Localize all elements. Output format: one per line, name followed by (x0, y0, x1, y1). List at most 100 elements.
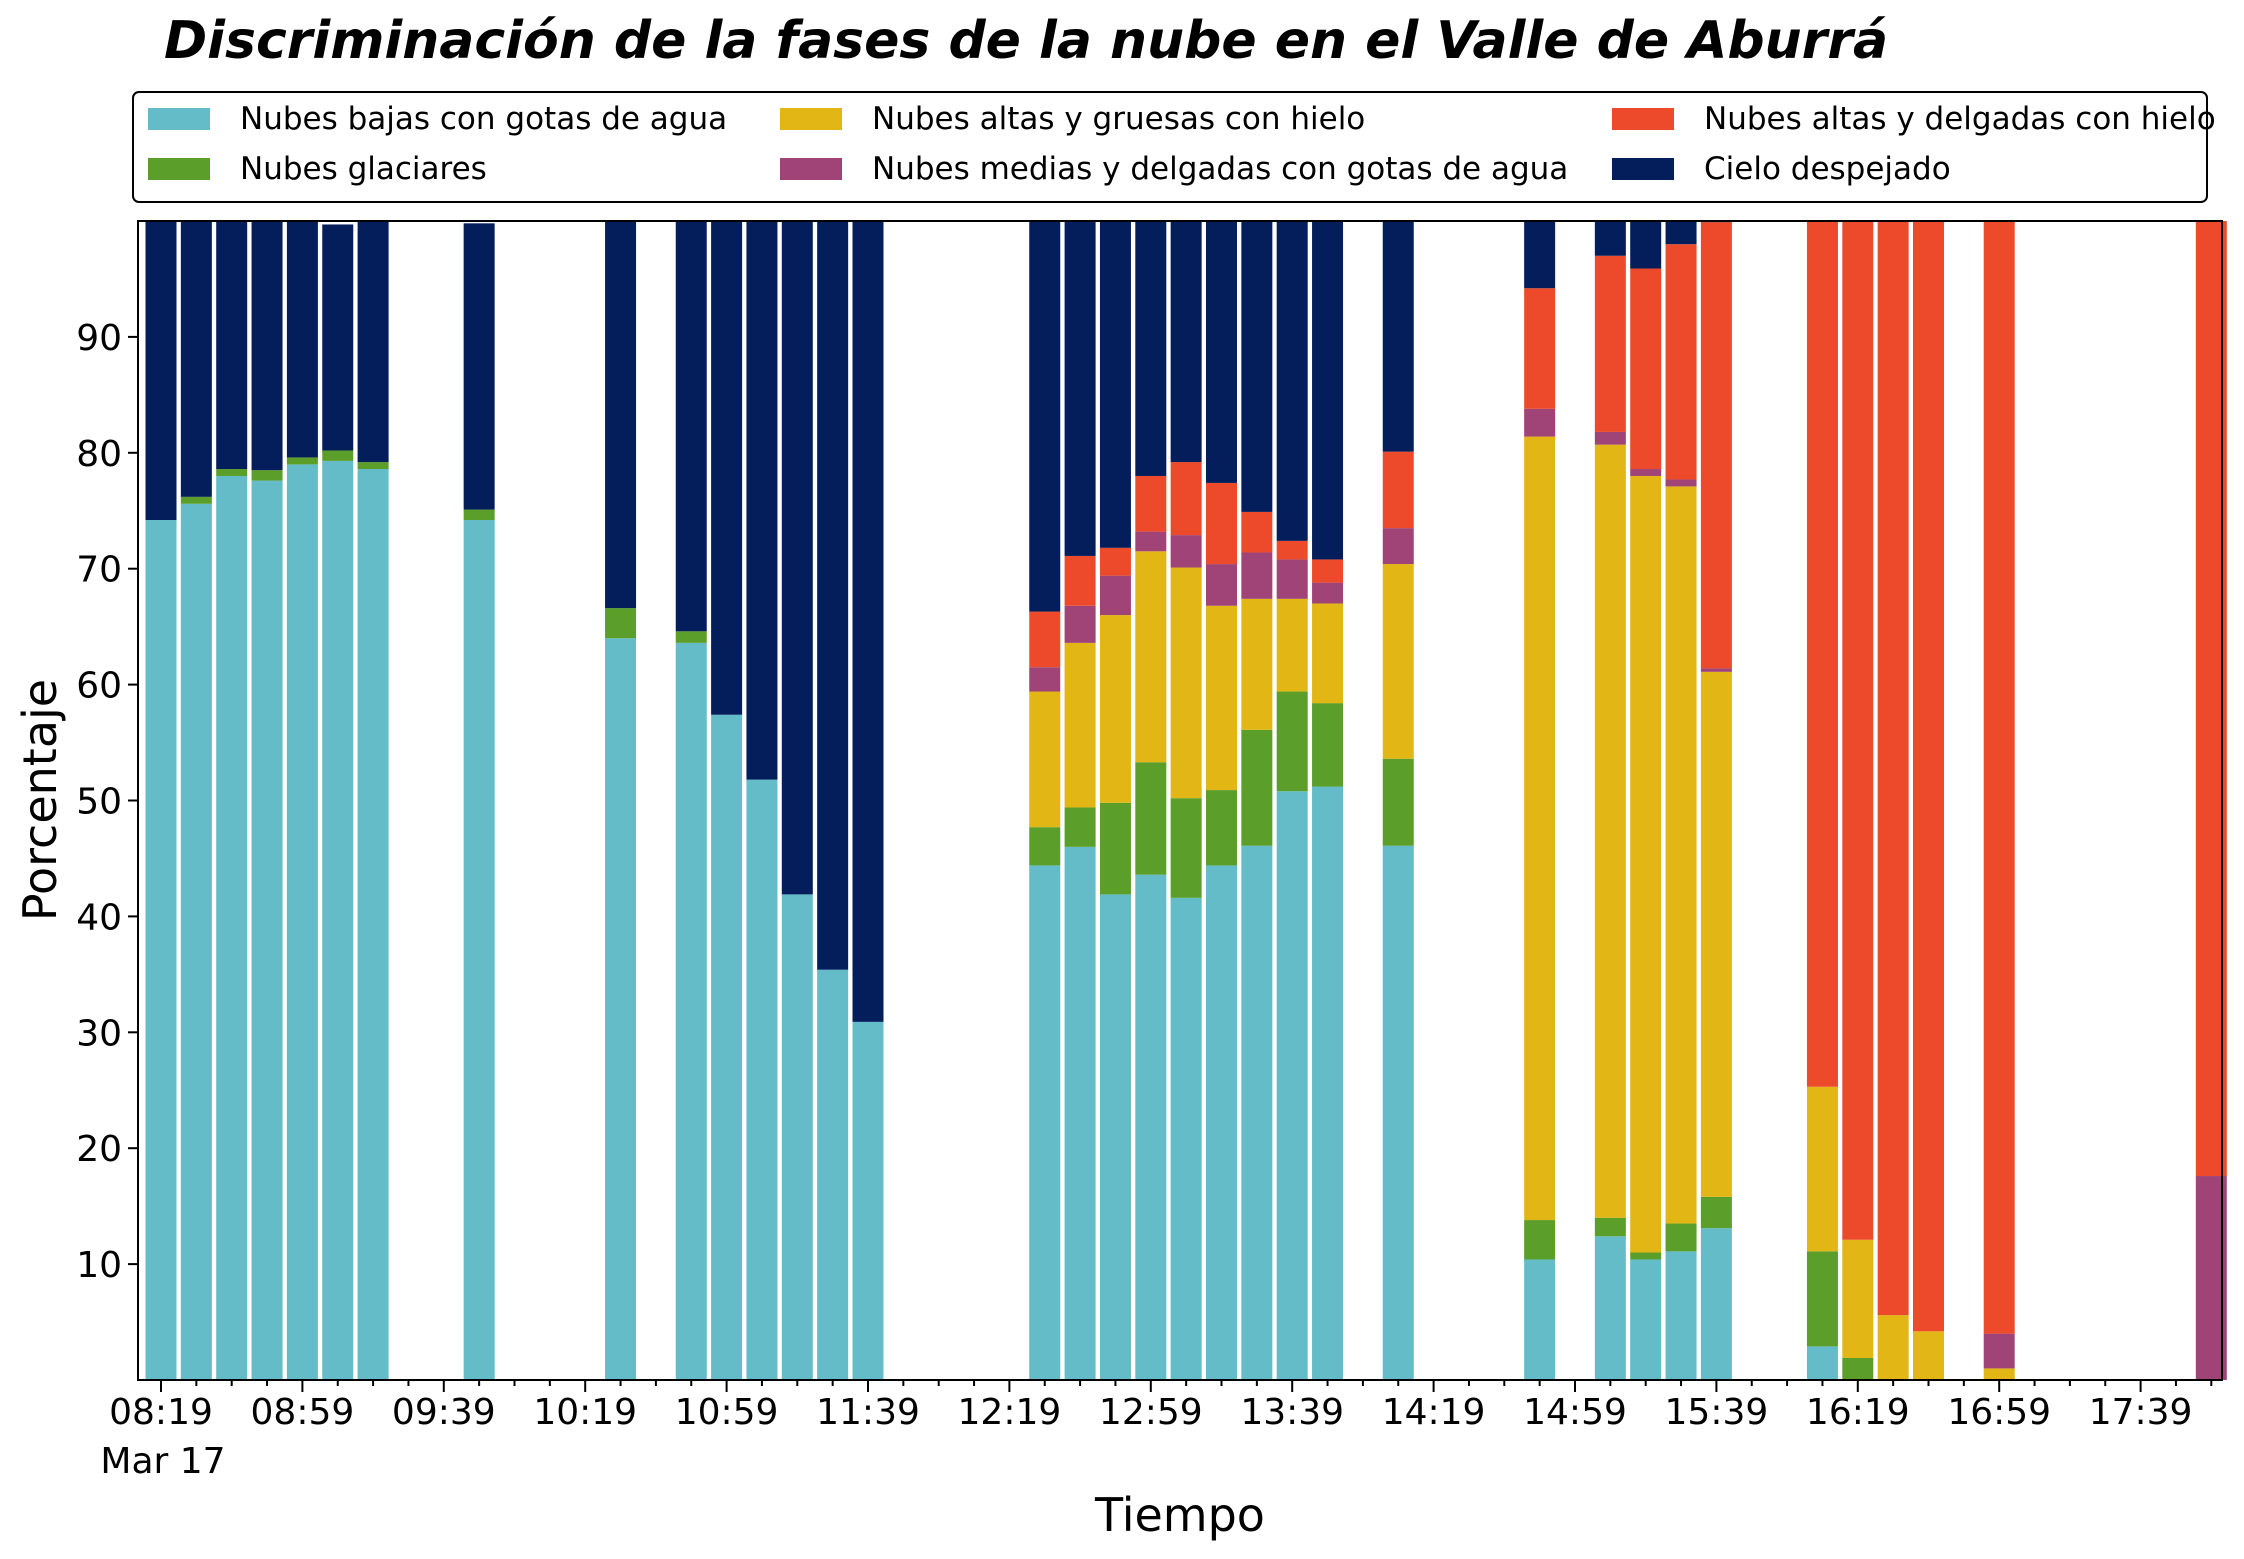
bar-segment (1276, 791, 1308, 1380)
bar-segment (1064, 807, 1096, 847)
bar-segment (1029, 827, 1061, 866)
legend-item: Nubes medias y delgadas con gotas de agu… (780, 151, 1568, 187)
bar-segment (605, 608, 637, 639)
x-axis: 08:19 08:59 09:39 10:19 10:59 11:39 12:19 12:59… (109, 1380, 2213, 1433)
bar-segment (605, 638, 637, 1380)
y-tick-label: 60 (76, 666, 122, 707)
x-tick-label: 08:19 (109, 1392, 213, 1433)
bar-segment (1241, 511, 1273, 553)
y-tick-label: 80 (76, 434, 122, 475)
bar-segment (1312, 582, 1344, 604)
legend-swatch (148, 158, 210, 180)
bar-segment (1029, 611, 1061, 668)
bar-segment (852, 1021, 884, 1380)
bar-segment (251, 221, 283, 471)
bar-segment (1524, 288, 1556, 409)
bar-segment (1524, 436, 1556, 1221)
bar-segment (1382, 221, 1414, 452)
bar-segment (1382, 451, 1414, 529)
bar-segment (1382, 564, 1414, 759)
bar-segment (1241, 598, 1273, 730)
bar-segment (216, 469, 248, 476)
bar-segment (1700, 1228, 1732, 1380)
x-tick-label: 16:19 (1806, 1392, 1910, 1433)
bar-segment (322, 224, 354, 451)
y-tick-label: 20 (76, 1129, 122, 1170)
y-axis-label: Porcentaje (13, 679, 67, 921)
legend: Nubes bajas con gotas de agua Nubes glaci… (132, 91, 2216, 203)
x-tick-label: 14:19 (1382, 1392, 1486, 1433)
plot-area: 10 20 30 40 50 60 70 80 90 08:19 08:59 09:39 10:19 1… (76, 220, 2227, 1433)
bar-segment (1806, 1086, 1838, 1252)
bar-segment (1135, 221, 1167, 476)
bar-segment (1099, 802, 1131, 895)
bar-segment (1312, 703, 1344, 787)
bar-segment (1170, 897, 1202, 1380)
bar-segment (852, 221, 884, 1022)
x-tick-label: 17:39 (2089, 1392, 2193, 1433)
bar-segment (286, 457, 318, 465)
bar-segment (781, 894, 813, 1380)
bar-segment (746, 221, 778, 780)
bar-segment (1064, 221, 1096, 556)
legend-swatch (780, 108, 842, 130)
bar-segment (463, 223, 495, 510)
bar-segment (1170, 535, 1202, 568)
bar-segment (1594, 1217, 1626, 1237)
x-tick-label: 08:59 (251, 1392, 355, 1433)
bar-segment (1312, 221, 1344, 560)
legend-swatch (780, 158, 842, 180)
bar-segment (1700, 671, 1732, 1197)
bar-segment (286, 221, 318, 458)
bar-segment (1665, 221, 1697, 245)
bar-segment (322, 450, 354, 461)
bar-segment (357, 462, 389, 470)
bar-segment (286, 464, 318, 1380)
bar-segment (1206, 865, 1237, 1380)
bar-segment (1170, 462, 1202, 536)
bar-segment (1630, 1259, 1662, 1380)
bar-segment (1700, 222, 1732, 669)
bar-segment (1029, 221, 1061, 612)
bar-segment (145, 221, 177, 521)
bar-segment (1842, 1357, 1874, 1380)
bar-segment (145, 520, 177, 1380)
bar-segment (817, 969, 849, 1380)
bar-segment (1665, 244, 1697, 480)
bar-segment (1524, 221, 1556, 289)
bar-segment (1842, 221, 1874, 1240)
bar-segment (1806, 1346, 1838, 1380)
bar-segment (1206, 221, 1237, 483)
bar-segment (322, 460, 354, 1380)
bar-segment (1135, 551, 1167, 763)
bar-segment (1099, 575, 1131, 616)
bar-segment (1630, 469, 1662, 476)
y-tick-label: 10 (76, 1245, 122, 1286)
bar-segment (1877, 1315, 1909, 1380)
x-date-label: Mar 17 (100, 1441, 225, 1482)
bar-segment (1594, 1236, 1626, 1380)
bar-segment (251, 470, 283, 481)
legend-item: Nubes glaciares (148, 151, 487, 187)
bar-segment (1382, 528, 1414, 565)
bar-segment (1382, 845, 1414, 1380)
bar-segment (711, 714, 743, 1380)
bar-segment (1241, 552, 1273, 599)
bar-segment (1099, 547, 1131, 576)
bar-segment (1842, 1239, 1874, 1358)
bar-segment (1665, 1223, 1697, 1252)
y-axis: 10 20 30 40 50 60 70 80 90 (76, 318, 138, 1286)
bar-segment (463, 509, 495, 521)
bar-segment (1206, 790, 1237, 866)
bar-segment (1099, 615, 1131, 803)
bar-segment (1241, 729, 1273, 846)
bar-segment (1276, 691, 1308, 792)
legend-label: Cielo despejado (1704, 151, 1951, 187)
legend-label: Nubes medias y delgadas con gotas de agu… (872, 151, 1568, 187)
bar-segment (1913, 221, 1944, 1332)
x-tick-label: 11:39 (816, 1392, 920, 1433)
legend-swatch (148, 108, 210, 130)
bar-segment (1594, 255, 1626, 432)
bar-segment (1099, 894, 1131, 1380)
bar-segment (1276, 221, 1308, 541)
